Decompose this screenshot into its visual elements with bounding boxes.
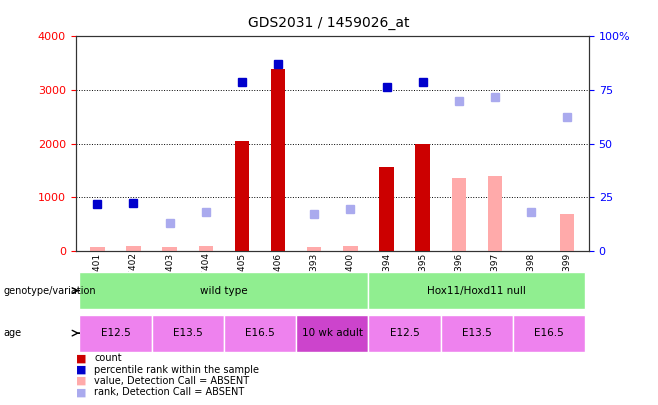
Bar	[126, 246, 141, 251]
Text: E12.5: E12.5	[390, 328, 419, 338]
Bar	[79, 315, 151, 352]
Text: E16.5: E16.5	[534, 328, 564, 338]
Text: E12.5: E12.5	[101, 328, 130, 338]
Text: percentile rank within the sample: percentile rank within the sample	[94, 365, 259, 375]
Bar	[307, 247, 322, 251]
Bar	[379, 167, 393, 251]
Bar	[235, 141, 249, 251]
Text: Hox11/Hoxd11 null: Hox11/Hoxd11 null	[428, 286, 526, 296]
Text: 10 wk adult: 10 wk adult	[302, 328, 363, 338]
Bar	[451, 177, 466, 251]
Bar	[90, 247, 105, 251]
Text: GDS2031 / 1459026_at: GDS2031 / 1459026_at	[248, 16, 410, 30]
Text: E16.5: E16.5	[245, 328, 275, 338]
Bar	[368, 315, 441, 352]
Bar	[488, 176, 502, 251]
Bar	[224, 315, 296, 352]
Text: genotype/variation: genotype/variation	[3, 286, 96, 296]
Text: wild type: wild type	[200, 286, 247, 296]
Bar	[151, 315, 224, 352]
Bar	[368, 272, 586, 309]
Bar	[163, 247, 177, 251]
Bar	[343, 246, 357, 251]
Bar	[513, 315, 586, 352]
Text: ■: ■	[76, 376, 86, 386]
Text: rank, Detection Call = ABSENT: rank, Detection Call = ABSENT	[94, 388, 244, 397]
Text: E13.5: E13.5	[173, 328, 203, 338]
Text: ■: ■	[76, 388, 86, 397]
Bar	[271, 68, 286, 251]
Bar	[199, 246, 213, 251]
Text: value, Detection Call = ABSENT: value, Detection Call = ABSENT	[94, 376, 249, 386]
Text: E13.5: E13.5	[462, 328, 492, 338]
Text: ■: ■	[76, 354, 86, 363]
Bar	[79, 272, 368, 309]
Text: age: age	[3, 328, 22, 338]
Bar	[560, 213, 574, 251]
Bar	[415, 144, 430, 251]
Text: count: count	[94, 354, 122, 363]
Bar	[296, 315, 368, 352]
Text: ■: ■	[76, 365, 86, 375]
Bar	[441, 315, 513, 352]
